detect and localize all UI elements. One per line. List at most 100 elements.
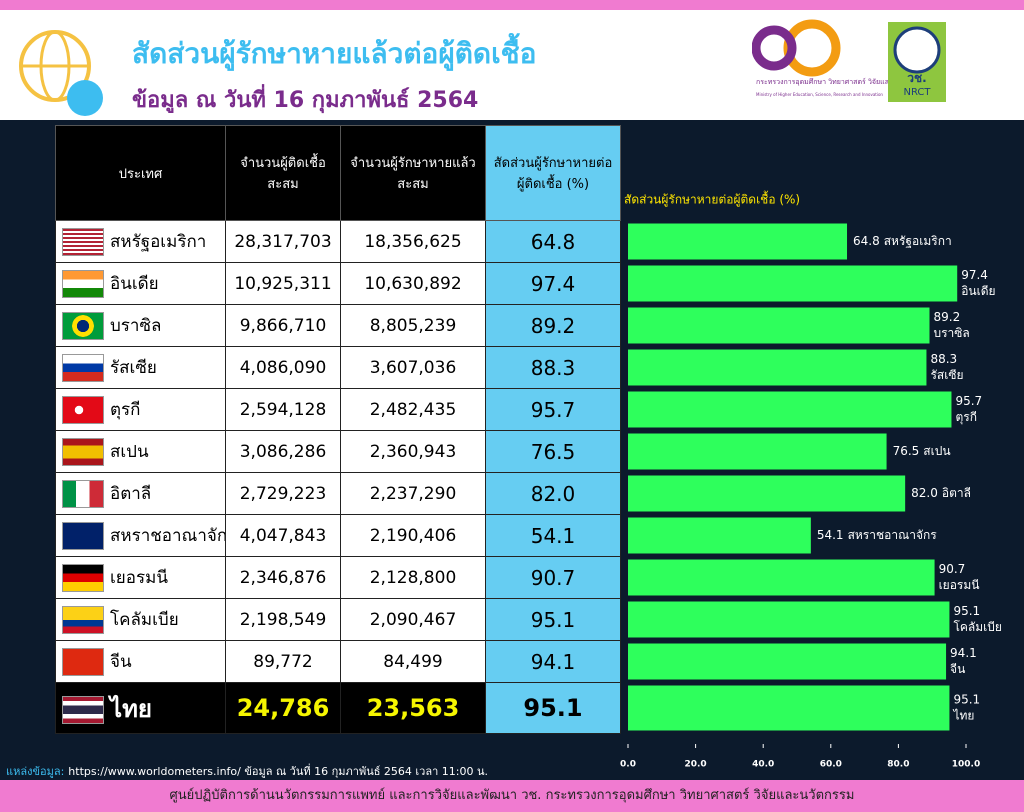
cell-text: 9,866,710 — [239, 315, 327, 336]
cell-text: 95.1 — [523, 694, 583, 722]
cell-text: 54.1 — [530, 523, 576, 548]
value-cell: 18,356,625 — [340, 220, 486, 263]
cell-text: 28,317,703 — [234, 231, 332, 252]
bar — [628, 307, 930, 344]
value-cell: 2,198,549 — [225, 598, 341, 641]
cell-text: 4,086,090 — [239, 357, 327, 378]
cell-text: 76.5 — [530, 439, 576, 464]
cell-text: 2,594,128 — [239, 399, 327, 420]
cell-text: 10,925,311 — [234, 273, 332, 294]
flag — [62, 521, 104, 550]
cell-text: 95.7 — [530, 397, 576, 422]
cell-text: 2,482,435 — [369, 399, 457, 420]
category-label: โคลัมเบีย — [953, 620, 1002, 634]
country-cell: สหราชอาณาจักร — [55, 514, 226, 557]
x-tick-label: 60.0 — [820, 760, 842, 770]
title: สัดส่วนผู้รักษาหายแล้วต่อผู้ติดเชื้อ — [132, 37, 537, 70]
value-label: 90.7 — [939, 562, 966, 576]
cell-text: 3,607,036 — [369, 357, 457, 378]
country-cell: สหรัฐอเมริกา — [55, 220, 226, 263]
bar — [628, 517, 811, 554]
value-cell: 89.2 — [485, 304, 621, 347]
value-label: 97.4 — [961, 268, 988, 282]
x-tick-label: 80.0 — [887, 760, 909, 770]
cell-text: 8,805,239 — [369, 315, 457, 336]
category-label: จีน — [950, 662, 965, 676]
flag — [62, 437, 104, 466]
cell-text: 82.0 — [530, 481, 576, 506]
cell-text: 18,356,625 — [364, 231, 462, 252]
cell-text: รัสเซีย — [110, 357, 157, 378]
value-label: 95.1 — [953, 693, 980, 707]
column-header: ประเทศ — [55, 125, 226, 221]
value-cell: 3,607,036 — [340, 346, 486, 389]
value-cell: 9,866,710 — [225, 304, 341, 347]
country-cell: จีน — [55, 640, 226, 683]
bar — [628, 349, 927, 386]
value-label: 54.1 — [817, 528, 844, 542]
value-cell: 82.0 — [485, 472, 621, 515]
cell-text: 2,237,290 — [369, 483, 457, 504]
x-tick-label: 20.0 — [684, 760, 706, 770]
table-row: ไทย 24,786 23,563 95.1 — [55, 682, 621, 734]
nrct-th: วช. — [907, 71, 926, 85]
cell-text: 2,198,549 — [239, 609, 327, 630]
value-label: 95.1 — [953, 604, 980, 618]
bar — [628, 685, 950, 731]
country-cell: อิตาลี — [55, 472, 226, 515]
value-cell: 2,360,943 — [340, 430, 486, 473]
value-cell: 8,805,239 — [340, 304, 486, 347]
value-label: 94.1 — [950, 646, 977, 660]
cell-text: 2,729,223 — [239, 483, 327, 504]
cell-text: จีน — [110, 651, 132, 672]
cell-text: 94.1 — [530, 649, 576, 674]
cell-text: 10,630,892 — [364, 273, 462, 294]
source-label: แหล่งข้อมูล: — [6, 765, 65, 778]
source-text: https://www.worldometers.info/ ข้อมูล ณ … — [68, 765, 488, 778]
value-cell: 95.7 — [485, 388, 621, 431]
value-cell: 2,594,128 — [225, 388, 341, 431]
cell-text: 24,786 — [236, 694, 330, 722]
cell-text: 2,346,876 — [239, 567, 327, 588]
cell-text: 3,086,286 — [239, 441, 327, 462]
flag — [62, 395, 104, 424]
table-row: อินเดีย 10,925,311 10,630,892 97.4 — [55, 262, 621, 305]
cell-text: 2,090,467 — [369, 609, 457, 630]
value-label: 88.3 — [930, 352, 957, 366]
x-tick-label: 100.0 — [952, 760, 980, 770]
category-label: อินเดีย — [961, 284, 995, 298]
bar — [628, 391, 952, 428]
globe-icon — [19, 30, 103, 116]
subtitle: ข้อมูล ณ วันที่ 16 กุมภาพันธ์ 2564 — [132, 88, 479, 113]
category-label: สหราชอาณาจักร — [848, 528, 938, 542]
country-cell: ไทย — [55, 682, 226, 734]
table-row: สหรัฐอเมริกา 28,317,703 18,356,625 64.8 — [55, 220, 621, 263]
flag — [62, 311, 104, 340]
bar — [628, 475, 906, 512]
category-label: ตุรกี — [955, 410, 977, 425]
value-cell: 95.1 — [485, 598, 621, 641]
table-row: ตุรกี 2,594,128 2,482,435 95.7 — [55, 388, 621, 431]
value-cell: 84,499 — [340, 640, 486, 683]
cell-text: 64.8 — [530, 229, 576, 254]
cell-text: ตุรกี — [110, 399, 141, 420]
country-cell: โคลัมเบีย — [55, 598, 226, 641]
value-cell: 10,630,892 — [340, 262, 486, 305]
cell-text: 97.4 — [530, 271, 576, 296]
value-cell: 54.1 — [485, 514, 621, 557]
value-cell: 2,346,876 — [225, 556, 341, 599]
bar — [628, 601, 950, 638]
country-cell: สเปน — [55, 430, 226, 473]
data-table: ประเทศ จำนวนผู้ติดเชื้อสะสม จำนวนผู้รักษาห… — [55, 125, 621, 734]
value-cell: 2,090,467 — [340, 598, 486, 641]
country-cell: เยอรมนี — [55, 556, 226, 599]
country-cell: ตุรกี — [55, 388, 226, 431]
column-header: จำนวนผู้รักษาหายแล้วสะสม — [340, 125, 486, 221]
cell-text: สหรัฐอเมริกา — [110, 231, 207, 252]
cell-text: 95.1 — [530, 607, 576, 632]
value-cell: 24,786 — [225, 682, 341, 734]
cell-text: 2,128,800 — [369, 567, 457, 588]
value-cell: 4,086,090 — [225, 346, 341, 389]
cell-text: 88.3 — [530, 355, 576, 380]
